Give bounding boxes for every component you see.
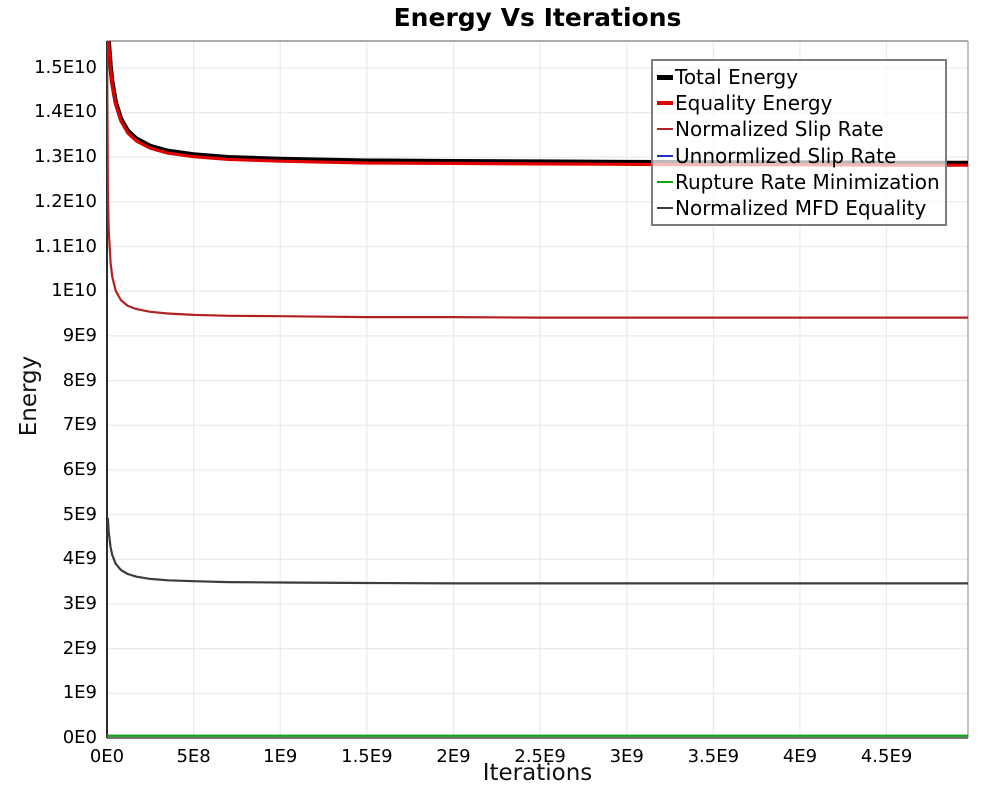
legend-line-swatch <box>657 206 673 209</box>
x-tick-label: 5E8 <box>176 746 211 767</box>
legend-item: Normalized MFD Equality <box>657 196 941 220</box>
legend-line-swatch <box>657 180 673 183</box>
y-tick-label: 6E9 <box>62 459 97 481</box>
y-tick-label: 2E9 <box>62 637 97 659</box>
series-line <box>107 517 968 585</box>
x-tick-label: 1.5E9 <box>341 746 393 767</box>
legend-item-label: Normalized MFD Equality <box>675 195 927 220</box>
x-tick-label: 4E9 <box>782 746 818 767</box>
y-tick-label: 7E9 <box>62 414 97 436</box>
legend: Total Energy Equality Energy Normalized Sl… <box>651 59 947 226</box>
y-tick-label: 1.1E10 <box>34 235 97 257</box>
x-tick-label: 1E9 <box>263 746 298 767</box>
y-tick-label: 1.3E10 <box>34 146 97 168</box>
x-tick-label: 3.5E9 <box>687 746 740 767</box>
legend-item-label: Equality Energy <box>675 91 833 116</box>
legend-item-label: Rupture Rate Minimization <box>675 169 940 194</box>
x-tick-label: 2.5E9 <box>514 746 566 767</box>
legend-item: Total Energy <box>657 65 941 89</box>
y-tick-label: 1.4E10 <box>34 101 97 123</box>
legend-item-label: Normalized Slip Rate <box>675 117 884 142</box>
x-tick-label: 0E0 <box>89 746 125 767</box>
y-tick-label: 1.2E10 <box>34 190 97 212</box>
y-tick-label: 1.5E10 <box>34 56 97 78</box>
legend-line-swatch <box>657 154 673 157</box>
legend-item: Normalized Slip Rate <box>657 117 941 141</box>
y-tick-label: 5E9 <box>62 503 97 525</box>
legend-line-swatch <box>657 128 673 131</box>
legend-item-label: Total Energy <box>675 65 799 90</box>
y-tick-label: 1E9 <box>62 682 97 704</box>
y-tick-label: 0E0 <box>62 727 97 749</box>
y-tick-label: 8E9 <box>62 369 97 391</box>
legend-item-label: Unnormlized Slip Rate <box>675 143 897 168</box>
legend-item: Equality Energy <box>657 91 941 115</box>
y-tick-label: 3E9 <box>62 593 97 615</box>
legend-line-swatch <box>657 101 673 106</box>
legend-item: Rupture Rate Minimization <box>657 170 941 194</box>
y-tick-label: 4E9 <box>62 548 97 570</box>
chart-title: Energy Vs Iterations <box>393 3 682 32</box>
x-tick-label: 2E9 <box>436 746 471 767</box>
legend-line-swatch <box>657 74 673 80</box>
series-line <box>107 41 968 319</box>
legend-item: Unnormlized Slip Rate <box>657 144 941 168</box>
x-tick-label: 4.5E9 <box>860 746 913 767</box>
x-axis-title: Iterations <box>482 760 593 786</box>
y-tick-label: 9E9 <box>62 324 97 346</box>
x-tick-label: 3E9 <box>609 746 644 767</box>
y-tick-label: 1E10 <box>51 280 97 302</box>
